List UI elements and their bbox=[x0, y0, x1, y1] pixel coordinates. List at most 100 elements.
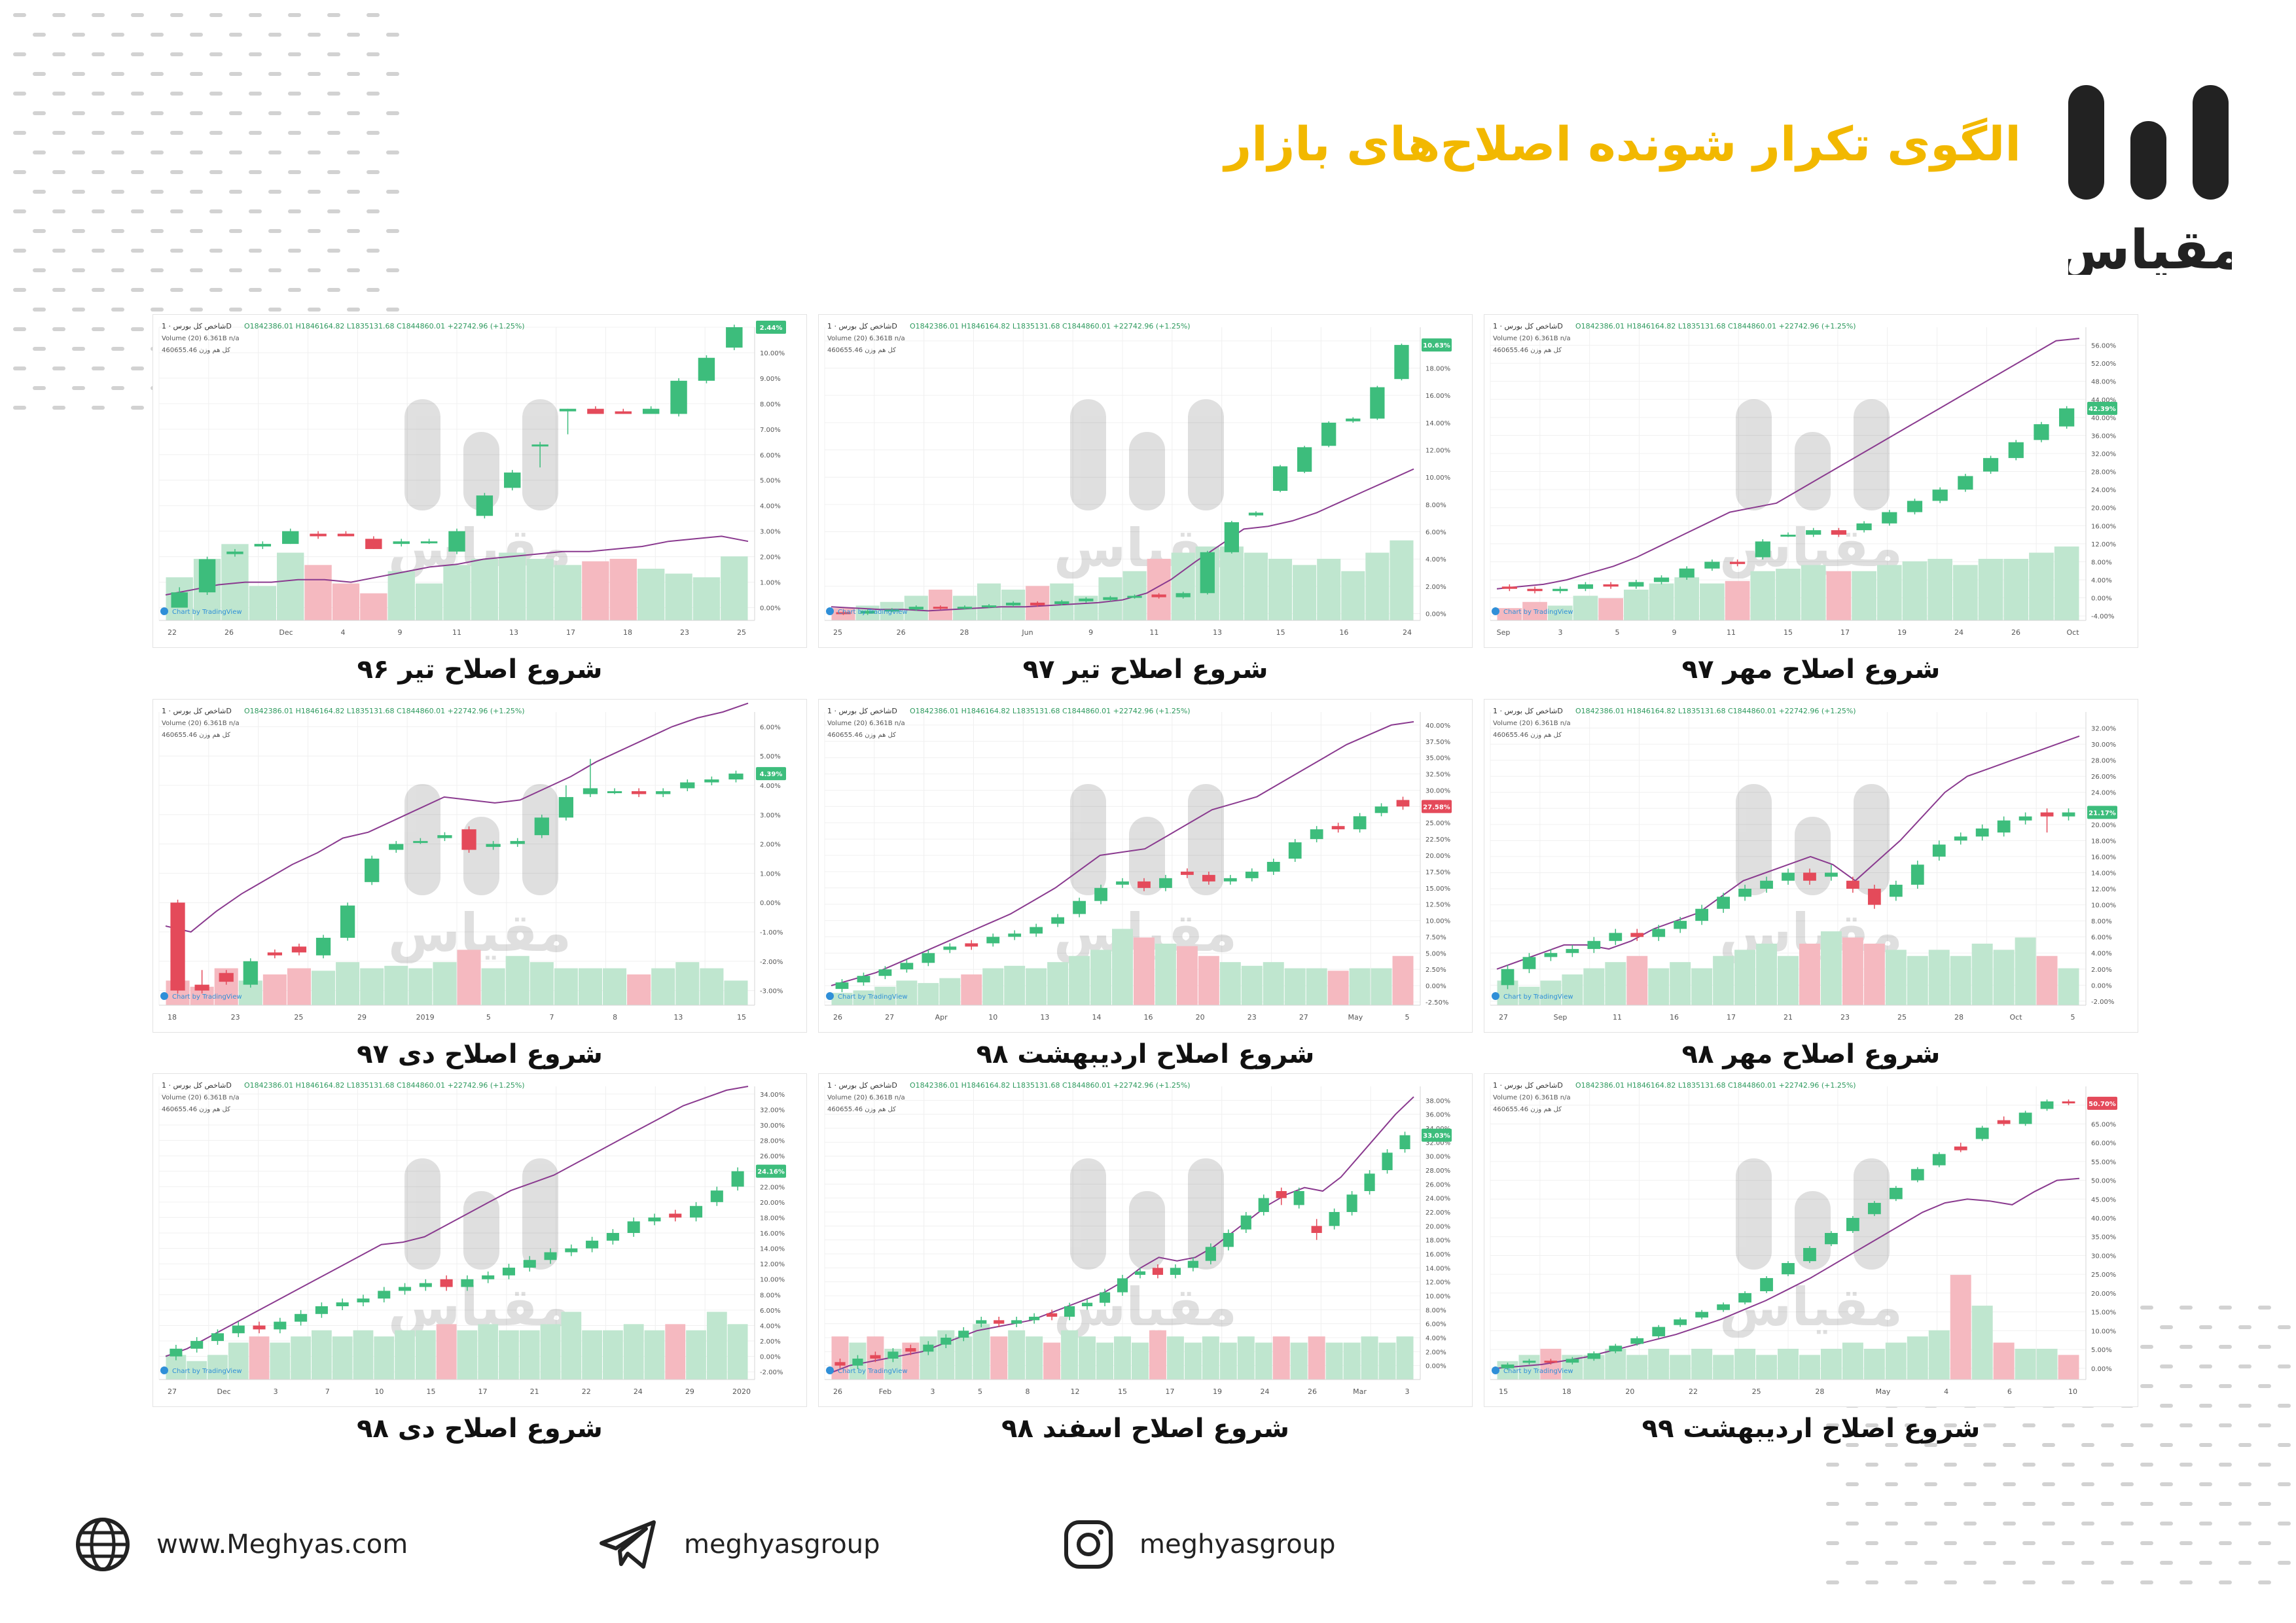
decor-dot bbox=[229, 268, 242, 272]
x-tick-label: Jun bbox=[1021, 628, 1033, 637]
candle-body bbox=[1029, 1317, 1040, 1321]
decor-dot bbox=[2278, 1443, 2291, 1447]
y-tick-label: 18.00% bbox=[760, 1215, 785, 1222]
volume-bar bbox=[1674, 577, 1700, 620]
candle-body bbox=[1054, 601, 1069, 604]
candle-body bbox=[565, 1248, 578, 1253]
y-tick-label: 26.00% bbox=[2091, 774, 2116, 781]
decor-dot bbox=[92, 209, 105, 213]
candle-body bbox=[1587, 1353, 1601, 1359]
footer-website[interactable]: www.Meghyas.com bbox=[75, 1518, 408, 1571]
price-tag bbox=[1422, 1128, 1452, 1142]
volume-bar bbox=[1756, 1355, 1778, 1380]
volume-bar bbox=[291, 1336, 311, 1380]
volume-bar bbox=[228, 1342, 249, 1380]
candle-body bbox=[1293, 1191, 1304, 1205]
decor-dot bbox=[2278, 1482, 2291, 1486]
decor-dot bbox=[33, 151, 46, 154]
decor-dot bbox=[2160, 1561, 2173, 1565]
volume-bar bbox=[1978, 558, 2003, 620]
decor-dot bbox=[2022, 1502, 2036, 1506]
y-tick-label: 65.00% bbox=[2091, 1121, 2116, 1128]
volume-bar bbox=[1725, 580, 1750, 620]
decor-dot bbox=[111, 229, 124, 233]
decor-dot bbox=[249, 249, 262, 253]
candle-body bbox=[1932, 844, 1946, 857]
candle-body bbox=[378, 1291, 391, 1299]
footer-instagram[interactable]: meghyasgroup bbox=[1064, 1518, 1336, 1571]
candle-body bbox=[1730, 562, 1746, 564]
volume-bar bbox=[675, 962, 700, 1005]
candle-body bbox=[243, 961, 258, 985]
decor-dot bbox=[2219, 1384, 2232, 1388]
decor-dot bbox=[1983, 1502, 1996, 1506]
decor-dot bbox=[2140, 1580, 2153, 1584]
decor-dot bbox=[2121, 1443, 2134, 1447]
x-tick-label: 12 bbox=[1071, 1387, 1080, 1396]
volume-bar bbox=[665, 573, 692, 620]
candle-body bbox=[1181, 871, 1194, 875]
decor-dot bbox=[13, 249, 26, 253]
volume-bar bbox=[471, 558, 499, 620]
candle-body bbox=[1175, 593, 1191, 597]
candle-body bbox=[1717, 897, 1730, 909]
candle-body bbox=[923, 1344, 934, 1352]
chart-panel: 32.00%30.00%28.00%26.00%24.00%22.00%20.0… bbox=[1484, 699, 2138, 1033]
decor-dot bbox=[2278, 1325, 2291, 1329]
decor-dot bbox=[33, 33, 46, 37]
x-tick-label: 11 bbox=[1727, 628, 1736, 637]
candle-body bbox=[226, 551, 243, 554]
candle-body bbox=[486, 844, 501, 847]
y-tick-label: 12.50% bbox=[1426, 902, 1450, 909]
y-tick-label: 12.00% bbox=[760, 1261, 785, 1268]
x-tick-label: Dec bbox=[217, 1387, 230, 1396]
candle-body bbox=[994, 1320, 1005, 1324]
decor-dot bbox=[92, 327, 105, 331]
candle-body bbox=[365, 859, 380, 882]
y-tick-label: 10.00% bbox=[760, 1277, 785, 1284]
y-tick-label: 4.00% bbox=[2091, 577, 2112, 584]
y-tick-label: 8.00% bbox=[2091, 559, 2112, 566]
x-tick-label: 21 bbox=[1784, 1013, 1793, 1022]
y-tick-label: 4.00% bbox=[760, 503, 781, 510]
y-tick-label: 20.00% bbox=[2091, 822, 2116, 829]
x-tick-label: 8 bbox=[613, 1013, 617, 1022]
volume-bar bbox=[1293, 565, 1317, 620]
candle-body bbox=[1200, 552, 1215, 594]
decor-dot bbox=[2258, 1463, 2271, 1467]
volume-bar bbox=[540, 1324, 561, 1380]
decor-dot bbox=[327, 131, 340, 135]
volume-bar bbox=[1776, 568, 1801, 620]
chart-svg: 6.00% 5.00% 4.00% 3.00% 2.00% 1.00% 0.00% -1.00… bbox=[152, 699, 807, 1033]
candle-body bbox=[1997, 1120, 2011, 1124]
decor-dot bbox=[111, 151, 124, 154]
candle-body bbox=[1245, 871, 1259, 878]
y-tick-label: 6.00% bbox=[1426, 529, 1446, 537]
legend-ohlc: O1842386.01 H1846164.82 L1835131.68 C184… bbox=[910, 322, 1191, 330]
y-tick-label: 14.00% bbox=[2091, 870, 2116, 877]
candle-body bbox=[941, 1338, 952, 1345]
volume-bar bbox=[982, 968, 1004, 1005]
decor-dot bbox=[52, 327, 65, 331]
x-tick-label: 27 bbox=[1299, 1013, 1308, 1022]
footer-telegram[interactable]: meghyasgroup bbox=[599, 1518, 880, 1571]
decor-dot bbox=[268, 72, 281, 76]
decor-dot bbox=[367, 92, 380, 96]
chart-panel: 11.00%10.00%9.00%8.00%7.00%6.00%5.00%4.0… bbox=[152, 314, 807, 648]
decor-dot bbox=[2278, 1364, 2291, 1368]
x-tick-label: 6 bbox=[2007, 1387, 2012, 1396]
candle-body bbox=[482, 1275, 495, 1279]
x-tick-label: 23 bbox=[1840, 1013, 1850, 1022]
volume-bar bbox=[554, 565, 582, 620]
candle-body bbox=[2059, 408, 2075, 427]
x-tick-label: 5 bbox=[2071, 1013, 2075, 1022]
decor-dot bbox=[52, 288, 65, 292]
decor-dot bbox=[229, 111, 242, 115]
volume-bar bbox=[1598, 598, 1623, 620]
legend-volume: Volume (20) 6.361B n/a bbox=[827, 720, 905, 727]
volume-bar bbox=[1047, 962, 1069, 1005]
y-tick-label: 40.00% bbox=[2091, 415, 2116, 422]
decor-dot bbox=[92, 170, 105, 174]
y-tick-label: 18.00% bbox=[2091, 838, 2116, 845]
volume-bar bbox=[1852, 571, 1876, 620]
